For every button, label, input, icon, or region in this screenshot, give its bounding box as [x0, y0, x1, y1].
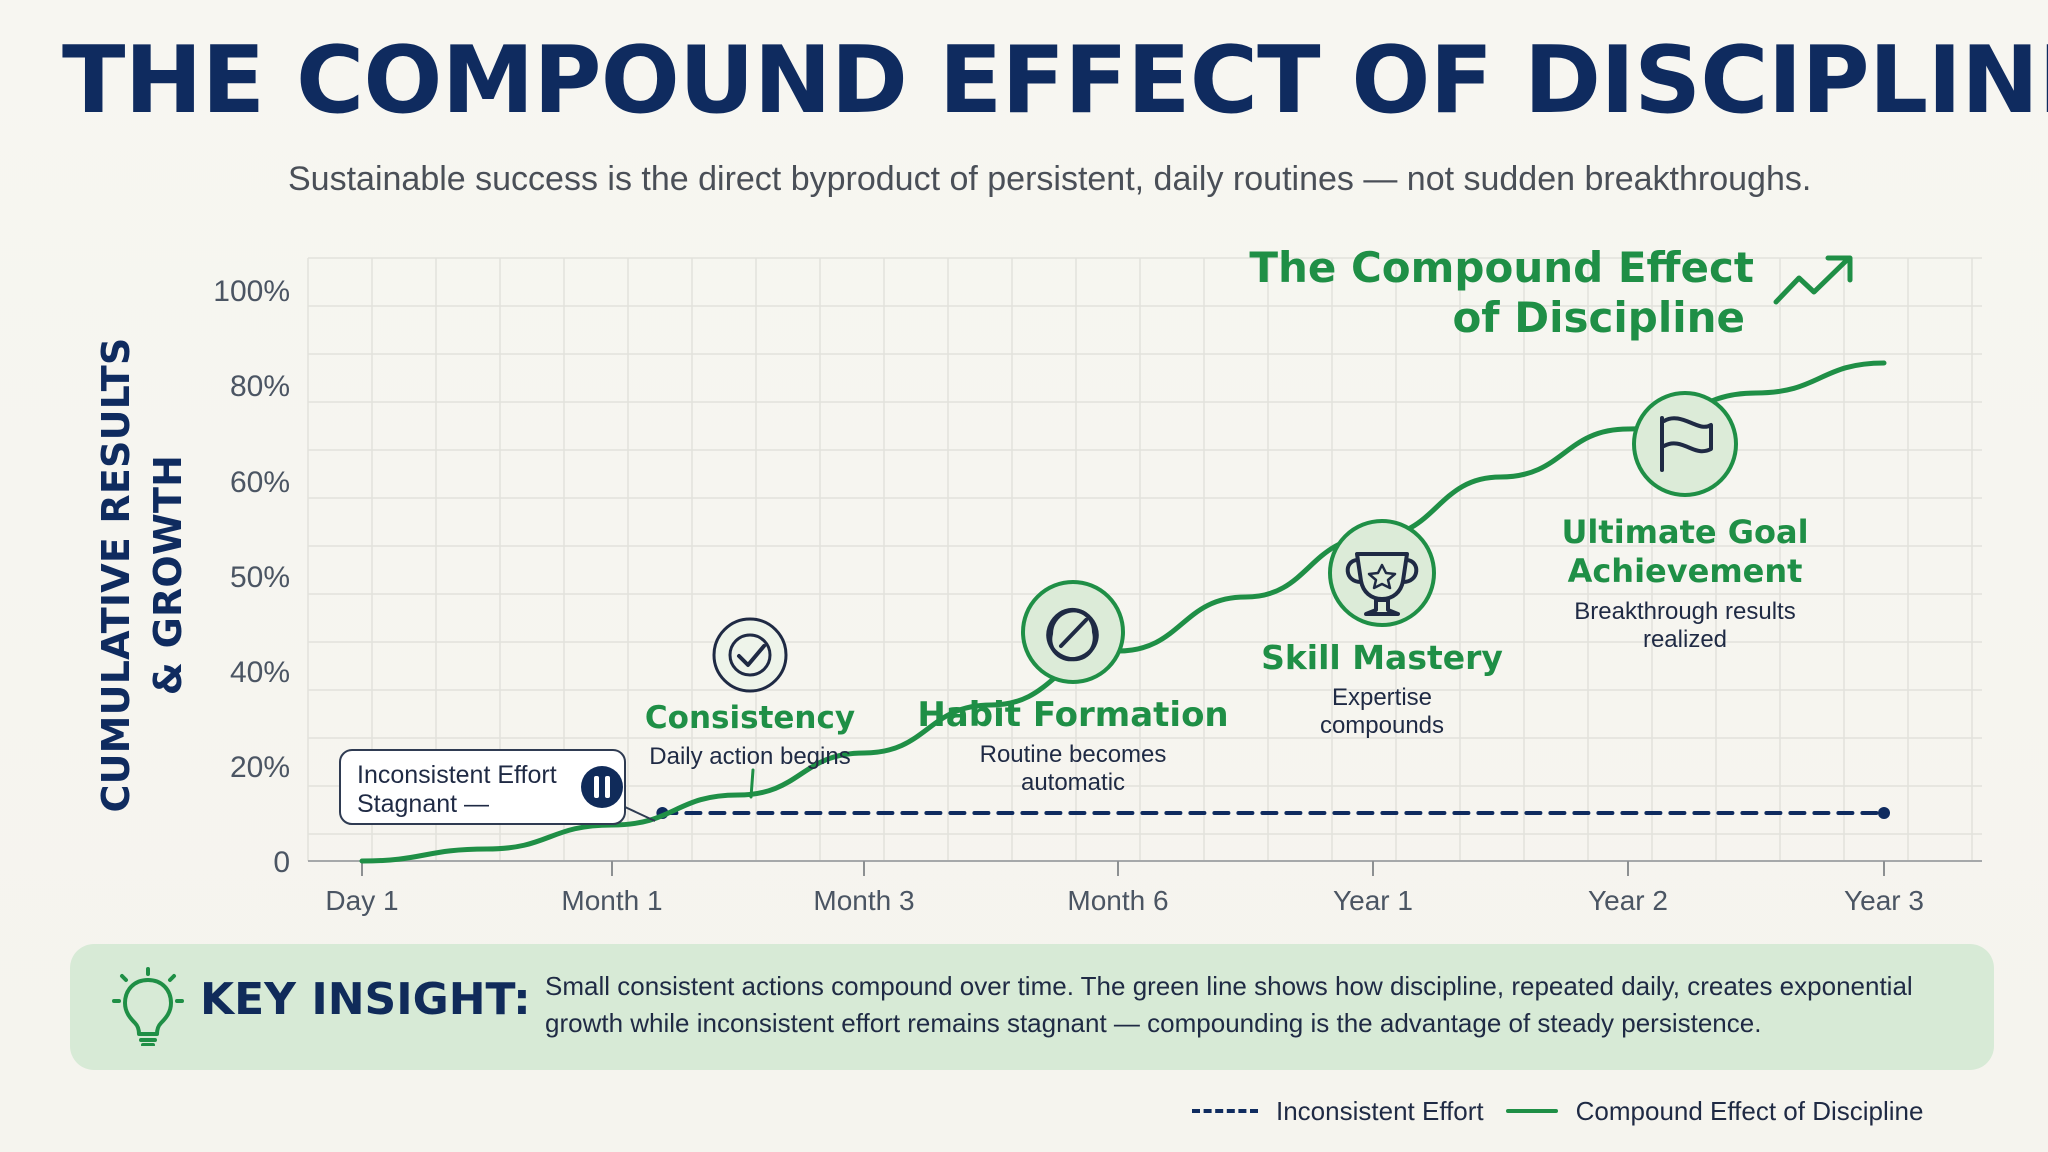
goal-title-line-1: Ultimate Goal: [1561, 513, 1808, 551]
habit-desc-line-1: Routine becomes: [980, 741, 1167, 768]
inconsistent-callout-title: Inconsistent Effort: [357, 761, 557, 789]
x-tick-label: Year 3: [1844, 885, 1924, 916]
x-tick-label: Year 2: [1588, 885, 1668, 916]
curve-label-line-1: The Compound Effect: [1249, 243, 1754, 292]
x-tick-label: Month 1: [561, 885, 662, 916]
check-circle-icon-inner: [728, 633, 772, 677]
consistency-pointer: [749, 768, 755, 799]
legend-item-compound: Compound Effect of Discipline: [1505, 1095, 1924, 1127]
consistency-title: Consistency: [645, 700, 855, 736]
legend-label-compound: Compound Effect of Discipline: [1575, 1095, 1924, 1126]
pause-icon-bar-right: [605, 776, 610, 798]
consistency-desc: Daily action begins: [649, 743, 850, 770]
skill-title: Skill Mastery: [1261, 638, 1503, 677]
pause-icon-bar-left: [594, 776, 599, 798]
y-tick-label: 0: [273, 846, 290, 879]
trophy-icon: [1328, 519, 1436, 627]
knot-icon-loop-2: [1046, 608, 1097, 662]
goal-desc-line-2: realized: [1643, 626, 1727, 653]
y-tick-label: 40%: [230, 656, 290, 689]
lightbulb-icon: [112, 967, 184, 1046]
trophy-handle-left-icon: [1345, 558, 1363, 584]
pause-icon: [581, 766, 623, 808]
skill-desc-line-1: Expertise: [1332, 684, 1432, 711]
key-insight-text: Small consistent actions compound over t…: [545, 971, 1913, 1038]
habit-title: Habit Formation: [917, 695, 1228, 735]
flag-cloth-icon: [1662, 416, 1713, 454]
check-mark-icon: [737, 644, 766, 667]
y-tick-label: 80%: [230, 370, 290, 403]
y-tick-label: 50%: [230, 561, 290, 594]
chart-legend: Inconsistent Effort Compound Effect of D…: [1192, 1092, 1923, 1130]
goal-title-line-2: Achievement: [1568, 552, 1803, 590]
curve-label-line-2: of Discipline: [1452, 293, 1745, 342]
trophy-base-icon: [1364, 598, 1400, 616]
x-tick-label: Month 3: [813, 885, 914, 916]
legend-swatch-dashed: [1192, 1109, 1258, 1113]
y-tick-label: 60%: [230, 466, 290, 499]
inconsistent-callout-pointer: [624, 806, 656, 822]
goal-desc-line-1: Breakthrough results: [1574, 598, 1795, 625]
habit-desc-line-2: automatic: [1021, 769, 1125, 796]
legend-item-inconsistent: Inconsistent Effort: [1192, 1096, 1484, 1127]
y-tick-label: 20%: [230, 751, 290, 784]
key-insight-title: KEY INSIGHT:: [200, 974, 531, 1025]
check-circle-icon: [712, 617, 788, 693]
legend-swatch-solid: [1505, 1109, 1558, 1113]
trophy-handle-right-icon: [1401, 558, 1419, 584]
skill-desc-line-2: compounds: [1320, 712, 1444, 739]
trend-up-arrow-head-icon: [1825, 255, 1853, 283]
page-title: THE COMPOUND EFFECT OF DISCIPLINE: [62, 26, 2048, 134]
y-tick-label: 100%: [213, 275, 290, 308]
x-tick-label: Year 1: [1333, 885, 1413, 916]
compound-effect-line: [359, 360, 1887, 864]
legend-label-inconsistent: Inconsistent Effort: [1276, 1095, 1484, 1126]
key-insight-box: KEY INSIGHT: Small consistent actions co…: [70, 944, 1994, 1070]
page-subtitle: Sustainable success is the direct byprod…: [288, 160, 1812, 198]
trend-up-arrow-icon: [1773, 256, 1851, 305]
knot-icon-cross: [1059, 618, 1088, 648]
x-tick-label: Month 6: [1067, 885, 1168, 916]
inconsistent-callout-box: [339, 749, 626, 825]
inconsistent-effort-end-point: [1878, 807, 1890, 819]
trophy-star-icon: [1367, 563, 1397, 590]
inconsistent-callout-desc: Stagnant —: [357, 790, 489, 818]
x-tick-label: Day 1: [325, 885, 398, 916]
